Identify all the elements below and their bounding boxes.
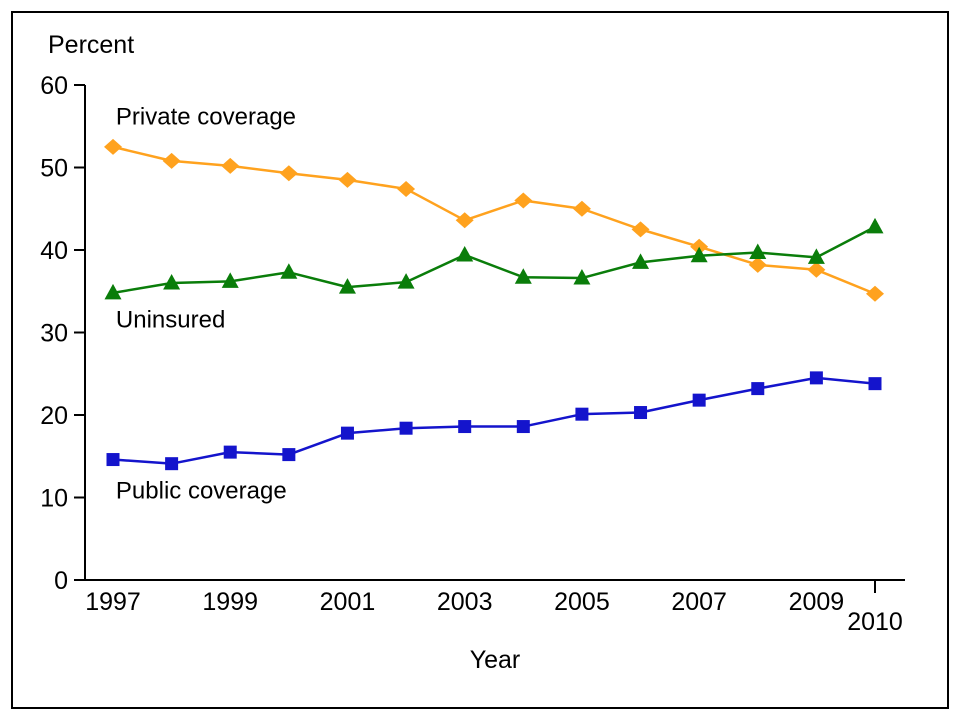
y-tick-label: 40 <box>40 237 68 265</box>
x-tick-label-2010: 2010 <box>847 608 903 636</box>
y-tick-label: 0 <box>54 567 68 595</box>
square-marker-public-coverage <box>809 371 823 385</box>
x-axis-title: Year <box>470 646 521 674</box>
square-marker-public-coverage <box>751 382 765 396</box>
diamond-marker-private-coverage <box>690 238 709 255</box>
y-tick-label: 60 <box>40 72 68 100</box>
triangle-marker-uninsured <box>573 269 591 285</box>
series-label-private-coverage: Private coverage <box>116 104 296 131</box>
square-marker-public-coverage <box>399 421 413 435</box>
square-marker-public-coverage <box>458 420 472 434</box>
series-line-uninsured <box>112 225 876 295</box>
square-marker-public-coverage <box>223 445 237 459</box>
diamond-marker-private-coverage <box>162 152 181 169</box>
triangle-marker-uninsured <box>749 243 767 259</box>
diamond-marker-private-coverage <box>748 256 767 273</box>
x-tick-label: 2001 <box>320 588 376 616</box>
square-marker-public-coverage <box>340 426 354 440</box>
y-tick-label: 30 <box>40 320 68 348</box>
triangle-marker-uninsured <box>632 253 650 269</box>
triangle-marker-uninsured <box>221 272 239 288</box>
diamond-marker-private-coverage <box>104 138 122 155</box>
triangle-marker-uninsured <box>514 268 532 284</box>
square-marker-public-coverage <box>868 377 882 391</box>
x-tick-label: 1997 <box>85 588 141 616</box>
square-marker-public-coverage <box>106 453 120 467</box>
series-line-private-coverage <box>112 145 876 295</box>
triangle-marker-uninsured <box>104 283 122 300</box>
diamond-marker-private-coverage <box>514 192 533 209</box>
triangle-marker-uninsured <box>338 278 356 294</box>
diamond-marker-private-coverage <box>338 171 357 188</box>
square-marker-public-coverage <box>575 407 589 421</box>
frame-border <box>11 11 949 709</box>
square-marker-public-coverage <box>634 406 648 420</box>
x-tick-label: 2005 <box>554 588 610 616</box>
square-marker-public-coverage <box>165 457 179 471</box>
triangle-marker-uninsured <box>280 263 298 279</box>
triangle-marker-uninsured <box>397 273 415 289</box>
x-tick-label: 2009 <box>789 588 845 616</box>
diamond-marker-private-coverage <box>631 221 650 238</box>
diamond-marker-private-coverage <box>807 261 826 278</box>
diamond-marker-private-coverage <box>866 285 884 302</box>
diamond-marker-private-coverage <box>221 157 240 174</box>
y-axis-title: Percent <box>48 31 134 59</box>
x-tick-label: 2003 <box>437 588 493 616</box>
triangle-marker-uninsured <box>807 248 825 264</box>
diamond-marker-private-coverage <box>397 180 416 197</box>
diamond-marker-private-coverage <box>572 200 591 217</box>
y-tick-label: 10 <box>40 485 68 513</box>
diamond-marker-private-coverage <box>279 165 298 182</box>
diamond-marker-private-coverage <box>455 212 474 229</box>
square-marker-public-coverage <box>282 448 296 462</box>
series-label-public-coverage: Public coverage <box>116 477 287 504</box>
triangle-marker-uninsured <box>866 217 884 234</box>
square-marker-public-coverage <box>516 420 530 434</box>
series-label-uninsured: Uninsured <box>116 307 225 334</box>
x-tick-label: 2007 <box>671 588 727 616</box>
x-tick-label: 1999 <box>202 588 258 616</box>
y-tick-label: 50 <box>40 155 68 183</box>
triangle-marker-uninsured <box>163 274 181 290</box>
square-marker-public-coverage <box>692 393 706 407</box>
series-line-public-coverage <box>112 376 876 465</box>
y-tick-label: 20 <box>40 402 68 430</box>
triangle-marker-uninsured <box>690 246 708 263</box>
triangle-marker-uninsured <box>456 245 474 262</box>
